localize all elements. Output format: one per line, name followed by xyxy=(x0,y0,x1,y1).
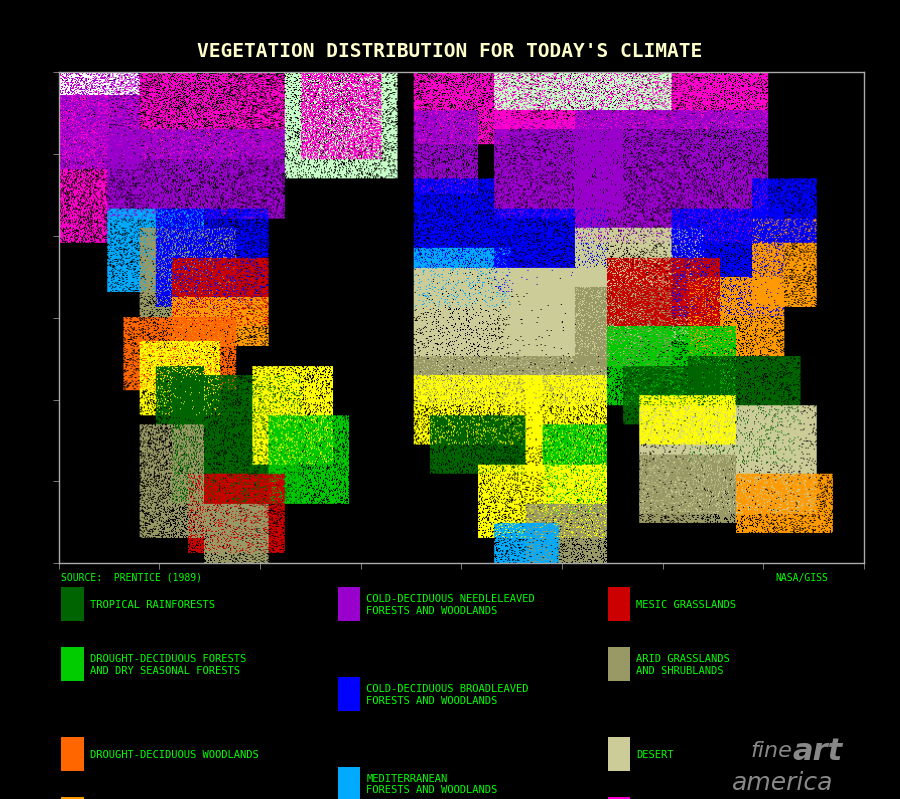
Text: DESERT: DESERT xyxy=(636,749,674,760)
Text: COLD-DECIDUOUS BROADLEAVED
FORESTS AND WOODLANDS: COLD-DECIDUOUS BROADLEAVED FORESTS AND W… xyxy=(366,684,529,706)
Text: MEDITERRANEAN
FORESTS AND WOODLANDS: MEDITERRANEAN FORESTS AND WOODLANDS xyxy=(366,773,498,796)
Text: SOURCE:  PRENTICE (1989): SOURCE: PRENTICE (1989) xyxy=(61,573,202,583)
Text: COLD-DECIDUOUS NEEDLELEAVED
FORESTS AND WOODLANDS: COLD-DECIDUOUS NEEDLELEAVED FORESTS AND … xyxy=(366,594,535,616)
Text: DROUGHT-DECIDUOUS FORESTS
AND DRY SEASONAL FORESTS: DROUGHT-DECIDUOUS FORESTS AND DRY SEASON… xyxy=(90,654,247,676)
Text: TROPICAL RAINFORESTS: TROPICAL RAINFORESTS xyxy=(90,600,215,610)
Text: fine: fine xyxy=(750,741,792,761)
Text: DROUGHT-DECIDUOUS WOODLANDS: DROUGHT-DECIDUOUS WOODLANDS xyxy=(90,749,259,760)
Text: ARID GRASSLANDS
AND SHRUBLANDS: ARID GRASSLANDS AND SHRUBLANDS xyxy=(636,654,730,676)
Text: VEGETATION DISTRIBUTION FOR TODAY'S CLIMATE: VEGETATION DISTRIBUTION FOR TODAY'S CLIM… xyxy=(197,42,703,62)
Text: art: art xyxy=(792,737,842,765)
Text: america: america xyxy=(733,771,833,795)
Text: NASA/GISS: NASA/GISS xyxy=(775,573,828,583)
Text: MESIC GRASSLANDS: MESIC GRASSLANDS xyxy=(636,600,736,610)
